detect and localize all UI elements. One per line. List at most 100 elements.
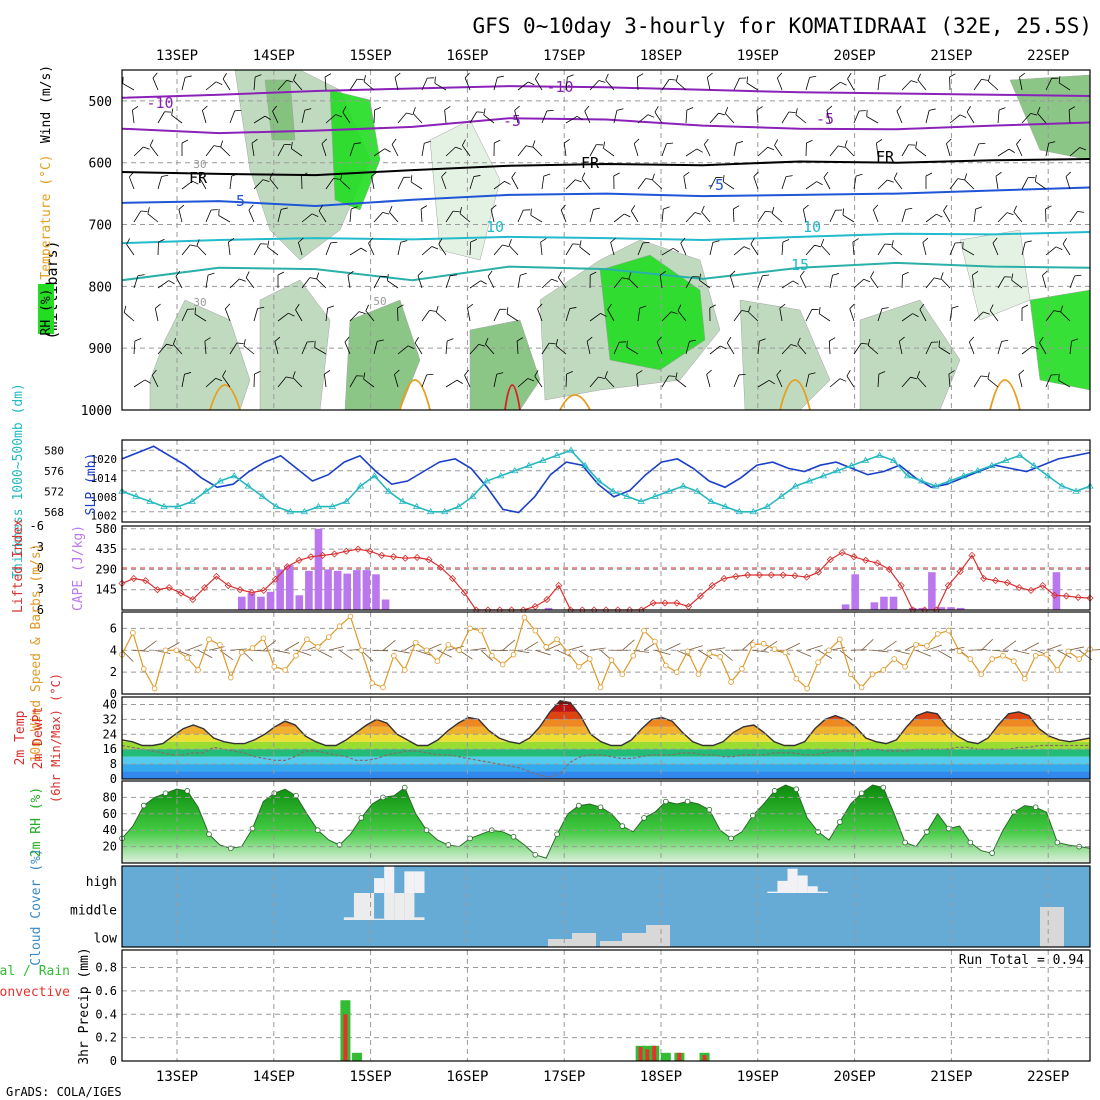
wind-barb-flag bbox=[782, 239, 790, 243]
wind-barb-staff bbox=[324, 77, 327, 91]
wind-barb-flag bbox=[855, 173, 863, 177]
wind-barb-4-9 bbox=[222, 370, 231, 388]
wind-barb-flag bbox=[823, 171, 829, 178]
wind-barb-6-5 bbox=[267, 240, 279, 256]
wind-barb-15-3 bbox=[493, 181, 511, 190]
surface-barb-19 bbox=[328, 646, 345, 651]
wind-barb-32-4 bbox=[901, 207, 913, 223]
wind-barb-staff bbox=[563, 143, 567, 157]
wind-barb-30-9 bbox=[846, 370, 855, 388]
wind-barb-staff bbox=[781, 242, 784, 256]
wind-barb-24-9 bbox=[706, 369, 712, 388]
cloud-level-high: high bbox=[86, 875, 117, 890]
temperature-legend-label: Temperature (°C) bbox=[39, 154, 54, 279]
wind-barb-flag bbox=[692, 276, 700, 278]
rh-legend-swatch bbox=[38, 284, 54, 334]
wind-barb-10-0 bbox=[363, 75, 375, 91]
wind-barb-4-4 bbox=[218, 208, 231, 223]
wind-barb-flag bbox=[516, 337, 524, 342]
wind-barb-staff bbox=[487, 276, 495, 289]
wind-barb-29-6 bbox=[829, 273, 840, 289]
wind-barb-11-5 bbox=[397, 240, 408, 256]
wind-barb-staff bbox=[445, 210, 454, 223]
wind-barb-8-8 bbox=[314, 340, 327, 355]
wind-barb-25-1 bbox=[724, 106, 735, 124]
wind-barb-flag bbox=[972, 271, 979, 276]
wind-barb-0-5 bbox=[126, 238, 135, 256]
wind-barb-31-7 bbox=[877, 307, 889, 322]
wind-barb-1-1 bbox=[157, 111, 172, 124]
wind-barb-flag bbox=[446, 338, 454, 342]
wind-barb-staff bbox=[829, 275, 833, 289]
wind-barb-staff bbox=[421, 246, 433, 256]
wind-barb-flag bbox=[720, 345, 727, 350]
wind-barb-15-1 bbox=[483, 108, 495, 124]
wind-barb-34-4 bbox=[943, 204, 951, 223]
wind-barb-staff bbox=[997, 341, 1002, 355]
wind-barb-flag bbox=[712, 240, 720, 243]
wind-barb-staff bbox=[779, 308, 783, 322]
cloud-middle-28 bbox=[404, 893, 415, 920]
wind-barb-flag bbox=[978, 142, 986, 145]
cape-bar-44 bbox=[544, 607, 553, 610]
surface-barb-24 bbox=[382, 639, 396, 651]
wind-barb-staff bbox=[973, 79, 982, 91]
wind-barb-flag bbox=[639, 305, 647, 309]
wind-barb-flag bbox=[940, 272, 944, 279]
wind-barb-flag bbox=[718, 112, 726, 116]
wind-barb-staff bbox=[675, 81, 687, 91]
wind-barb-20-2 bbox=[603, 141, 615, 157]
thickness-point-45 bbox=[749, 507, 758, 515]
wind-speed-point-31 bbox=[456, 647, 462, 654]
wind-barb-flag bbox=[873, 204, 879, 211]
wind-barb-staff bbox=[968, 341, 975, 355]
wind-speed-point-34 bbox=[488, 652, 495, 659]
lifted-index-point-20 bbox=[354, 545, 362, 553]
wind-barb-15-6 bbox=[487, 270, 495, 289]
wind-barb-staff bbox=[126, 244, 135, 256]
wind-barb-38-3 bbox=[1034, 174, 1047, 190]
wind-barb-23-3 bbox=[683, 171, 690, 190]
wind-barb-38-0 bbox=[1045, 77, 1059, 91]
wind-barb-staff bbox=[222, 78, 231, 91]
wind-speed-point-27 bbox=[412, 639, 419, 646]
top-date-21SEP: 21SEP bbox=[930, 48, 972, 64]
wind-barb-24-1 bbox=[709, 112, 726, 124]
wind-barb-27-6 bbox=[781, 280, 799, 289]
surface-barb-14 bbox=[274, 649, 291, 654]
precip-tick-0.4: 0.4 bbox=[95, 1007, 117, 1021]
wind-speed-point-82 bbox=[1011, 658, 1017, 664]
wind-barb-38-7 bbox=[1045, 310, 1061, 322]
surface-barb-57 bbox=[741, 639, 755, 651]
wind-barb-flag bbox=[1071, 338, 1079, 342]
precip-total-bar-5 bbox=[660, 1052, 671, 1061]
wind-barb-6-3 bbox=[269, 172, 279, 190]
wind-barb-staff bbox=[347, 275, 351, 289]
cloud-high-69 bbox=[817, 891, 828, 893]
wind-barb-flag bbox=[248, 204, 254, 211]
rh-region-15 bbox=[469, 319, 541, 411]
wind-barb-25-6 bbox=[729, 270, 736, 289]
wind-barb-flag bbox=[149, 139, 154, 146]
wind-barb-flag bbox=[417, 270, 424, 276]
wind-barb-16-9 bbox=[517, 378, 535, 388]
wind-barb-staff bbox=[394, 374, 399, 388]
wind-barb-30-6 bbox=[853, 278, 871, 289]
wind-barb-flag bbox=[225, 303, 231, 310]
wind-barb-39-6 bbox=[1069, 274, 1082, 289]
wind-barb-staff bbox=[445, 379, 458, 388]
wind-barb-19-0 bbox=[589, 80, 606, 91]
precip-convective-bar-0 bbox=[343, 1014, 348, 1061]
thickness-point-64 bbox=[1016, 451, 1024, 458]
wind-barb-staff bbox=[368, 243, 375, 256]
surface-barb-89 bbox=[1089, 649, 1100, 651]
wind-barb-staff bbox=[867, 345, 879, 355]
wind-barb-staff bbox=[995, 176, 999, 190]
wind-barb-23-5 bbox=[680, 237, 687, 256]
wind-barb-staff bbox=[171, 114, 183, 124]
wind-barb-17-8 bbox=[541, 342, 556, 355]
wind-barb-flag bbox=[391, 138, 397, 145]
wind-barb-staff bbox=[541, 110, 548, 124]
wind-barb-staff bbox=[753, 176, 759, 190]
